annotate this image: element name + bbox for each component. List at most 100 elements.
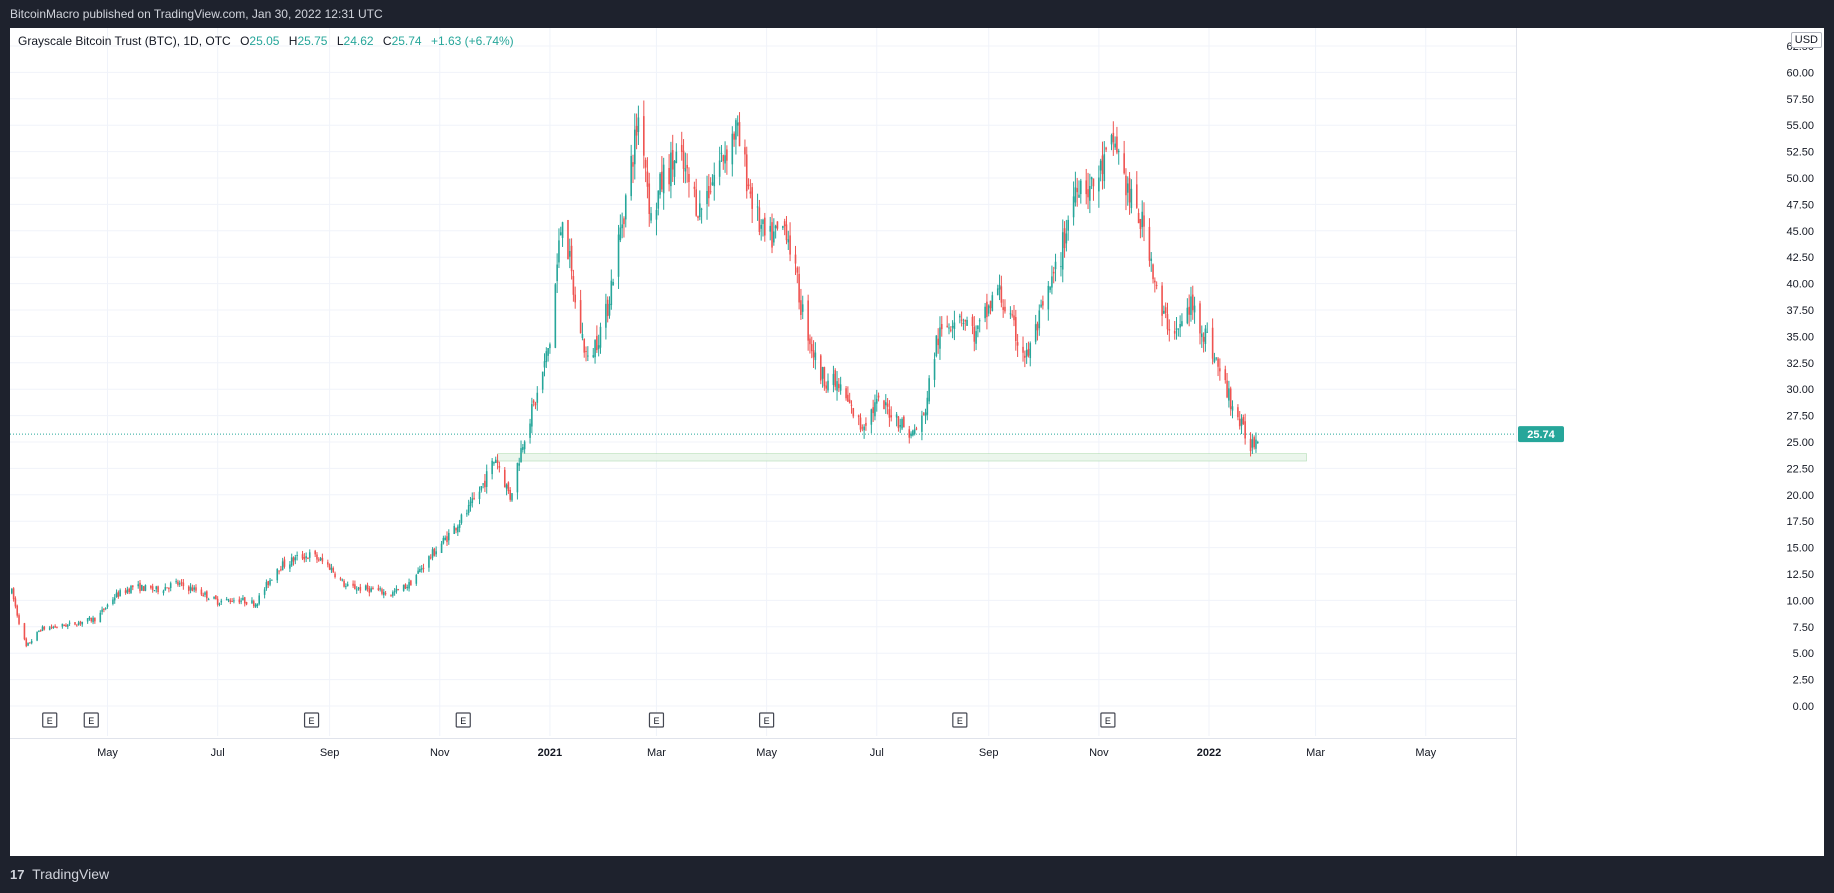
candle-body (420, 568, 423, 570)
candle-body (549, 344, 551, 349)
currency-label[interactable]: USD (1790, 32, 1822, 48)
candle-body (583, 338, 586, 353)
candle-body (480, 486, 483, 491)
candle-body (912, 430, 914, 436)
candle-body (1179, 324, 1181, 328)
candle-body (1060, 266, 1062, 268)
candle-body (307, 558, 309, 560)
candle-body (897, 416, 900, 429)
last-price-label: 25.74 (1527, 429, 1555, 441)
candle-body (863, 426, 865, 431)
time-tick-label: Sep (979, 747, 999, 759)
candle-body (875, 398, 878, 404)
candle-body (852, 408, 855, 417)
candle-body (682, 150, 685, 169)
candle-body (962, 322, 965, 324)
candle-body (937, 338, 939, 346)
candle-body (1049, 286, 1051, 290)
candle-body (484, 480, 486, 488)
earnings-marker-label: E (47, 716, 53, 726)
candle-body (1211, 327, 1214, 359)
candle-body (25, 638, 28, 647)
candlestick-chart[interactable]: 62.5060.0057.5055.0052.5050.0047.5045.00… (10, 28, 1824, 856)
candle-body (619, 227, 622, 241)
candle-body (327, 562, 329, 565)
price-tick-label: 42.50 (1786, 252, 1814, 264)
candle-body (141, 584, 143, 591)
time-tick-label: Mar (647, 747, 666, 759)
candle-body (637, 117, 640, 132)
open-label: O (240, 34, 250, 48)
candle-body (76, 625, 78, 627)
tradingview-brand[interactable]: TradingView (32, 866, 110, 882)
time-tick-label: Mar (1306, 747, 1325, 759)
candle-body (292, 557, 295, 562)
candle-body (670, 152, 672, 187)
last-price-badge[interactable] (1518, 426, 1564, 443)
candle-body (810, 344, 813, 352)
candle-body (684, 168, 687, 172)
candle-body (169, 583, 172, 588)
candle-body (271, 579, 273, 581)
price-tick-label: 7.50 (1793, 622, 1814, 634)
earnings-marker[interactable] (83, 712, 99, 728)
earnings-marker[interactable] (759, 712, 775, 728)
earnings-marker[interactable] (952, 712, 968, 728)
candle-body (697, 216, 699, 218)
candle-body (675, 151, 678, 164)
candle-body (319, 558, 322, 560)
candle-body (415, 575, 418, 584)
candle-body (724, 155, 726, 164)
low-label: L (336, 34, 344, 48)
candle-body (596, 335, 598, 351)
candle-body (987, 305, 990, 314)
candle-body (783, 221, 786, 227)
high-value: 25.75 (297, 34, 328, 48)
earnings-marker[interactable] (648, 712, 665, 728)
candle-body (673, 160, 676, 177)
candle-body (390, 594, 392, 596)
candle-body (1186, 307, 1189, 324)
candle-body (903, 416, 905, 428)
candle-body (455, 527, 457, 531)
candle-body (736, 122, 739, 126)
candle-body (36, 631, 38, 641)
candle-body (106, 604, 109, 607)
candle-body (377, 588, 380, 591)
earnings-marker[interactable] (42, 712, 58, 728)
candle-body (1027, 348, 1030, 356)
candle-body (317, 559, 320, 561)
candle-body (531, 404, 533, 427)
candle-body (921, 415, 923, 432)
candle-body (847, 394, 849, 402)
candle-body (343, 580, 345, 587)
candle-body (372, 587, 374, 590)
candle-body (787, 239, 790, 243)
earnings-marker-label: E (309, 716, 315, 726)
candle-body (890, 415, 893, 418)
candle-body (12, 588, 15, 600)
candle-body (998, 285, 1001, 290)
candle-body (1168, 329, 1171, 331)
candle-body (646, 171, 649, 187)
earnings-marker[interactable] (455, 712, 471, 728)
candle-body (1237, 407, 1239, 418)
candle-body (130, 585, 132, 594)
candle-body (332, 568, 335, 573)
candle-body (1112, 132, 1115, 143)
candle-body (1152, 264, 1154, 280)
candle-body (43, 626, 46, 630)
candle-body (233, 600, 235, 602)
candle-body (939, 327, 941, 349)
earnings-marker[interactable] (303, 712, 320, 728)
candle-body (819, 355, 822, 381)
chart-pane[interactable]: 62.5060.0057.5055.0052.5050.0047.5045.00… (10, 28, 1824, 856)
support-zone-rectangle[interactable] (497, 453, 1307, 462)
candle-body (308, 552, 311, 558)
candle-body (1155, 284, 1158, 286)
earnings-marker[interactable] (1100, 712, 1116, 728)
candle-body (1150, 258, 1153, 261)
candle-body (814, 352, 817, 361)
candle-body (635, 125, 638, 136)
candle-body (693, 186, 696, 189)
